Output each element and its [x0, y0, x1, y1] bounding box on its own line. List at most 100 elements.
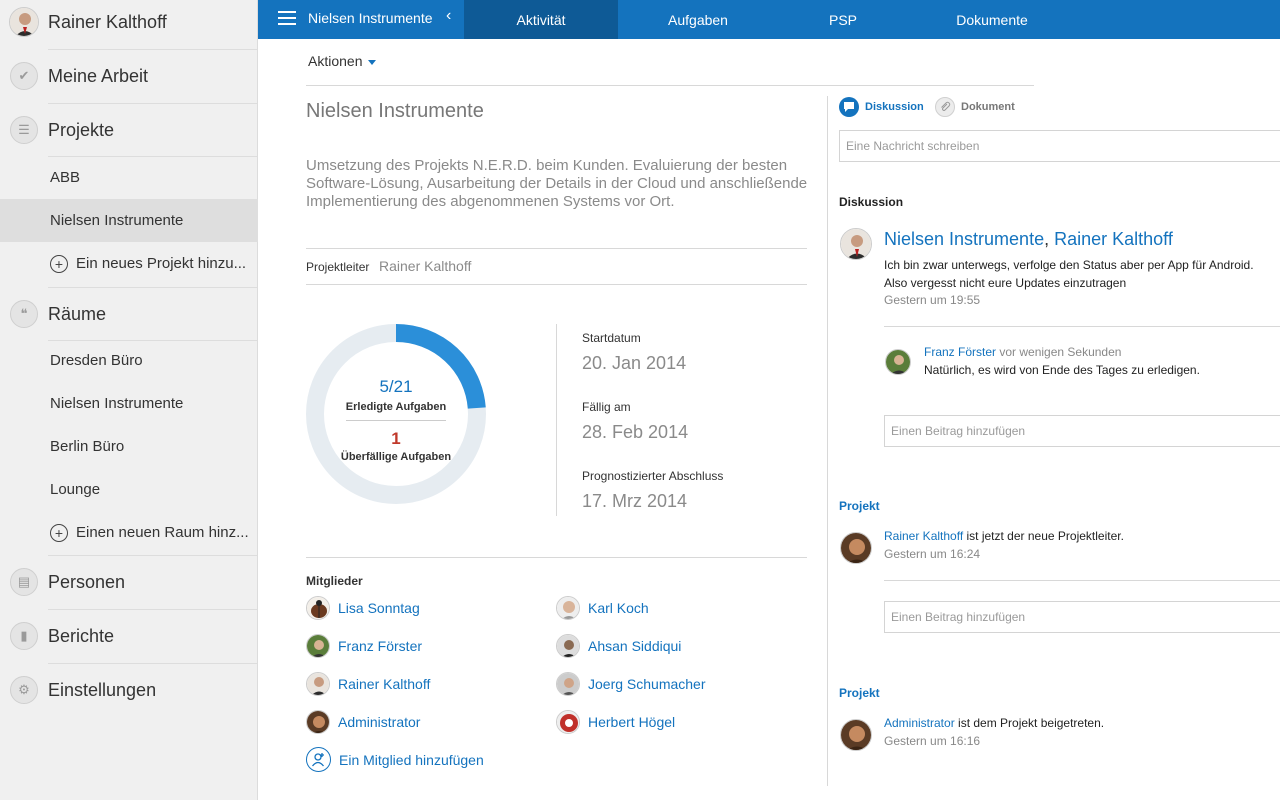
divider [306, 557, 807, 558]
completed-tasks-value: 5/21 [379, 377, 413, 396]
add-room-button[interactable]: + Einen neuen Raum hinz... [0, 511, 258, 554]
sidebar-item-label: Berichte [48, 625, 115, 646]
task-progress-donut [306, 324, 486, 504]
person-avatar [556, 710, 580, 734]
project-section-title: Projekt [839, 499, 880, 513]
sidebar-item-project-abb[interactable]: ABB [0, 156, 258, 199]
reply-header: Franz Förster vor wenigen Sekunden [924, 343, 1121, 361]
tab-dokumente[interactable]: Dokumente [956, 11, 1028, 28]
divider [556, 324, 557, 516]
activity-text: Administrator ist dem Projekt beigetrete… [884, 714, 1104, 732]
member-name: Karl Koch [588, 600, 649, 616]
member-ahsan-siddiqui[interactable]: Ahsan Siddiqui [556, 634, 681, 658]
divider [306, 85, 1034, 86]
menu-icon[interactable] [278, 11, 296, 25]
sidebar-item-personen[interactable]: ▤ Personen [0, 555, 258, 609]
sidebar-item-label: Lounge [50, 481, 101, 498]
divider [884, 326, 1280, 327]
activity-actor-link[interactable]: Rainer Kalthoff [884, 529, 964, 543]
sidebar-item-room-lounge[interactable]: Lounge [0, 468, 258, 511]
projektleiter-value: Rainer Kalthoff [379, 258, 472, 274]
divider [48, 555, 257, 556]
post-author-link[interactable]: Rainer Kalthoff [1054, 229, 1173, 249]
sidebar-item-label: Berlin Büro [50, 438, 125, 455]
reply-input[interactable]: Einen Beitrag hinzufügen [884, 415, 1280, 447]
sidebar-item-projekte[interactable]: ☰ Projekte [0, 103, 258, 157]
add-member-button[interactable]: Ein Mitglied hinzufügen [306, 747, 484, 772]
tab-psp[interactable]: PSP [828, 11, 857, 28]
project-heading: Nielsen Instrumente [306, 100, 484, 122]
discussion-title: Diskussion [839, 195, 904, 209]
member-franz-foerster[interactable]: Franz Förster [306, 634, 422, 658]
post-author-avatar [840, 228, 872, 260]
sidebar-item-project-nielsen[interactable]: Nielsen Instrumente [0, 199, 258, 242]
actions-dropdown[interactable]: Aktionen [308, 53, 377, 69]
tab-diskussion-label: Diskussion [865, 101, 924, 113]
overdue-tasks-value: 1 [391, 429, 401, 448]
tab-dokument[interactable]: Dokument [935, 97, 1015, 117]
post-timestamp: Gestern um 19:55 [884, 293, 981, 307]
forecast-value: 17. Mrz 2014 [582, 491, 688, 511]
sidebar-user[interactable]: Rainer Kalthoff [0, 0, 258, 49]
member-administrator[interactable]: Administrator [306, 710, 420, 734]
person-avatar [556, 634, 580, 658]
user-avatar [9, 7, 39, 37]
sidebar-item-einstellungen[interactable]: ⚙ Einstellungen [0, 663, 258, 717]
sidebar-item-label: Dresden Büro [50, 352, 143, 369]
reply-input[interactable]: Einen Beitrag hinzufügen [884, 601, 1280, 633]
tab-aktivitaet[interactable]: Aktivität [464, 0, 618, 39]
message-input[interactable]: Eine Nachricht schreiben [839, 130, 1280, 162]
post-project-link[interactable]: Nielsen Instrumente [884, 229, 1045, 249]
activity-avatar [840, 719, 872, 751]
member-karl-koch[interactable]: Karl Koch [556, 596, 649, 620]
checkmark-icon: ✔ [10, 62, 38, 90]
top-bar: Nielsen Instrumente ‹ Aktivität Aufgaben… [258, 0, 1280, 39]
gear-icon: ⚙ [10, 676, 38, 704]
divider [884, 580, 1280, 581]
sidebar-item-label: Meine Arbeit [48, 65, 149, 86]
overdue-tasks-label: Überfällige Aufgaben [340, 451, 452, 463]
post-text-line-2: Also vergesst nicht eure Updates einzutr… [884, 276, 1127, 290]
person-avatar [306, 634, 330, 658]
activity-actor-link[interactable]: Administrator [884, 716, 955, 730]
divider [48, 609, 257, 610]
sidebar-item-label: Räume [48, 303, 107, 324]
activity-timestamp: Gestern um 16:24 [884, 547, 981, 561]
member-rainer-kalthoff[interactable]: Rainer Kalthoff [306, 672, 430, 696]
sidebar-item-meine-arbeit[interactable]: ✔ Meine Arbeit [0, 49, 258, 103]
forecast-label: Prognostizierter Abschluss [582, 469, 724, 483]
tab-diskussion[interactable]: Diskussion [839, 97, 924, 117]
member-name: Herbert Högel [588, 714, 676, 730]
collapse-chevron-icon[interactable]: ‹ [446, 7, 452, 24]
sidebar: Rainer Kalthoff ✔ Meine Arbeit ☰ Projekt… [0, 0, 258, 800]
divider [346, 420, 446, 421]
report-icon: ▮ [10, 622, 38, 650]
divider [48, 663, 257, 664]
reply-author-link[interactable]: Franz Förster [924, 345, 997, 359]
projektleiter-label: Projektleiter [306, 260, 370, 274]
plus-circle-icon: + [50, 254, 68, 273]
top-project-title: Nielsen Instrumente [308, 10, 433, 26]
tab-aufgaben[interactable]: Aufgaben [668, 11, 728, 28]
member-lisa-sonntag[interactable]: Lisa Sonntag [306, 596, 420, 620]
post-text-line-1: Ich bin zwar unterwegs, verfolge den Sta… [884, 258, 1254, 272]
sidebar-item-raeume[interactable]: ❝ Räume [0, 287, 258, 341]
divider [306, 248, 807, 249]
sidebar-item-label: Personen [48, 571, 126, 592]
divider [48, 156, 257, 157]
post-title-separator: , [1044, 229, 1055, 249]
sidebar-item-room-dresden[interactable]: Dresden Büro [0, 339, 258, 382]
sidebar-item-room-nielsen[interactable]: Nielsen Instrumente [0, 382, 258, 425]
sidebar-item-label: Einstellungen [48, 679, 157, 700]
member-joerg-schumacher[interactable]: Joerg Schumacher [556, 672, 706, 696]
contact-card-icon: ▤ [10, 568, 38, 596]
sidebar-item-berichte[interactable]: ▮ Berichte [0, 609, 258, 663]
add-project-button[interactable]: + Ein neues Projekt hinzu... [0, 242, 258, 285]
add-member-label: Ein Mitglied hinzufügen [339, 751, 484, 768]
plus-circle-icon: + [50, 523, 68, 542]
start-date-label: Startdatum [582, 331, 641, 345]
activity-avatar [840, 532, 872, 564]
member-herbert-hoegel[interactable]: Herbert Högel [556, 710, 675, 734]
sidebar-item-room-berlin[interactable]: Berlin Büro [0, 425, 258, 468]
member-name: Lisa Sonntag [338, 600, 420, 616]
